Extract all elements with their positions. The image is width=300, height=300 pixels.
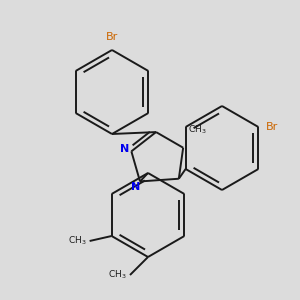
Text: CH$_3$: CH$_3$ <box>108 269 127 281</box>
Text: N: N <box>120 144 129 154</box>
Text: CH$_3$: CH$_3$ <box>188 123 207 136</box>
Text: Br: Br <box>106 32 118 42</box>
Text: Br: Br <box>266 122 279 132</box>
Text: N: N <box>131 182 141 192</box>
Text: CH$_3$: CH$_3$ <box>68 235 87 247</box>
